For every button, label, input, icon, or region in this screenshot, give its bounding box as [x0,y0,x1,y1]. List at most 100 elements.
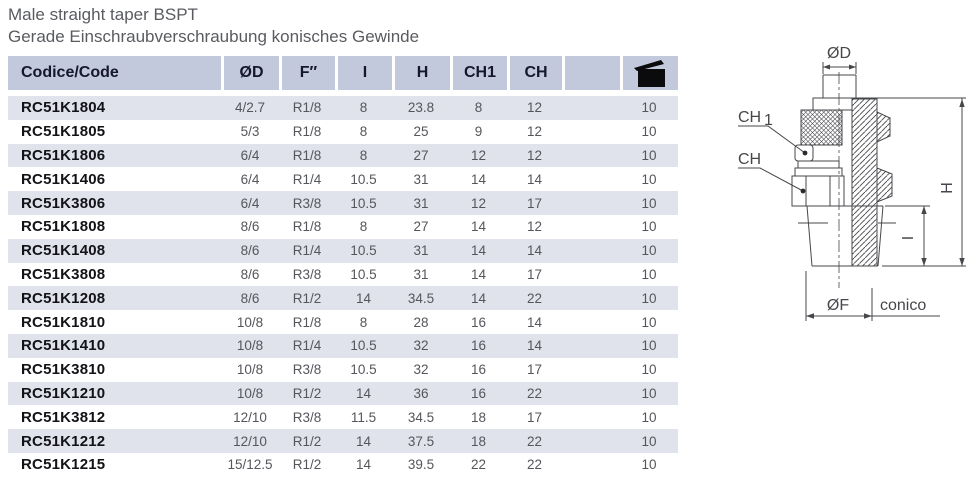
h-cell: 32 [413,338,429,354]
table-row: RC51K1810 10/8 R1/8 8 28 16 14 10 [8,310,678,334]
h-cell: 31 [413,195,429,211]
i-cell: 8 [359,124,368,140]
thread-cell: R3/8 [292,409,322,425]
leader-lines [738,125,806,192]
dim-label-od: ØD [827,45,851,62]
od-cell: 10/8 [236,338,264,354]
h-cell: 31 [413,171,429,187]
h-cell: 37.5 [407,433,435,449]
od-cell: 10/8 [236,362,264,378]
ch1-leader-dot [802,150,808,156]
spacer-cell [562,144,620,168]
thread-cell: R1/8 [292,100,322,116]
i-cell: 10.5 [350,362,377,378]
package-qty-cell: 10 [641,385,657,401]
spacer-cell [562,358,620,382]
thread-cell: R1/2 [292,433,322,449]
i-cell: 10.5 [350,266,377,282]
od-cell: 5/3 [240,124,260,140]
ch1-cell: 8 [474,100,483,116]
spacer-cell [562,96,620,120]
package-qty-cell: 10 [641,147,657,163]
thread-cell: R1/4 [292,171,322,187]
ch1-cell: 18 [470,433,487,449]
page-subtitle: Gerade Einschraubverschraubung konisches… [8,27,420,46]
ch1-cell: 14 [470,290,487,306]
spacer-cell [562,167,620,191]
ch-cell: 12 [526,124,543,140]
dim-label-conico: conico [880,297,926,314]
spacer-cell [562,429,620,453]
spacer-cell [562,334,620,358]
h-cell: 34.5 [407,409,435,425]
package-qty-cell: 10 [641,433,657,449]
ch-cell: 14 [526,314,543,330]
h-cell: 23.8 [407,100,435,116]
od-cell: 6/4 [240,195,260,211]
product-code-cell: RC51K1210 [21,384,106,402]
od-cell: 8/6 [240,219,260,235]
thread-cell: R3/8 [292,266,322,282]
ch-cell: 12 [526,147,543,163]
h-cell: 27 [413,219,429,235]
package-qty-cell: 10 [641,219,657,235]
od-cell: 8/6 [240,266,260,282]
i-cell: 8 [359,314,368,330]
i-cell: 14 [355,433,372,449]
i-cell: 10.5 [350,171,377,187]
dimension-arrows [806,64,965,319]
ch-cell: 14 [526,243,543,259]
product-code-cell: RC51K3806 [21,194,106,212]
i-cell: 8 [359,219,368,235]
dim-label-ch: CH [738,151,761,168]
col-header-h: H [392,56,450,90]
table-header-row: Codice/Code ØD F″ I H CH1 CH [8,56,678,90]
ch-cell: 17 [526,362,543,378]
i-cell: 11.5 [350,409,377,425]
table-row: RC51K1408 8/6 R1/4 10.5 31 14 14 10 [8,238,678,263]
thread-cell: R3/8 [292,362,322,378]
col-header-spacer [562,56,620,90]
thread-cell: R3/8 [292,195,322,211]
dim-label-i: I [900,236,917,240]
col-header-code: Codice/Code [21,64,119,81]
package-qty-cell: 10 [641,409,657,425]
ch-cell: 14 [526,338,543,354]
product-code-cell: RC51K1808 [21,218,106,236]
od-cell: 8/6 [240,243,260,259]
spacer-cell [562,215,620,239]
product-code-cell: RC51K3810 [21,361,106,379]
table-row: RC51K1212 12/10 R1/2 14 37.5 18 22 10 [8,429,678,453]
i-cell: 10.5 [350,243,377,259]
ch1-cell: 16 [470,314,487,330]
product-code-cell: RC51K1806 [21,146,106,164]
spacer-cell [562,239,620,263]
ch-cell: 22 [526,433,543,449]
dim-label-ch1: CH [738,109,761,126]
ch1-cell: 16 [470,338,487,354]
dim-label-h: H [939,182,956,194]
table-row: RC51K3806 6/4 R3/8 10.5 31 12 17 10 [8,191,678,215]
ch1-cell: 14 [470,171,487,187]
h-cell: 34.5 [407,290,435,306]
ch1-cell: 9 [474,124,483,140]
package-qty-cell: 10 [641,314,657,330]
spacer-cell [562,191,620,215]
h-cell: 36 [413,385,429,401]
od-cell: 6/4 [240,147,260,163]
ch-cell: 22 [526,457,543,473]
ch-cell: 17 [526,266,543,282]
table-row: RC51K1215 15/12.5 R1/2 14 39.5 22 22 10 [8,453,678,477]
spacer-cell [562,310,620,334]
package-qty-cell: 10 [641,457,657,473]
package-qty-cell: 10 [641,124,657,140]
package-qty-cell: 10 [641,362,657,378]
package-qty-cell: 10 [641,100,657,116]
thread-cell: R1/2 [292,385,322,401]
package-icon [633,60,665,87]
table-row: RC51K1208 8/6 R1/2 14 34.5 14 22 10 [8,286,678,311]
ch1-cell: 22 [470,457,487,473]
table-row: RC51K1210 10/8 R1/2 14 36 16 22 10 [8,381,678,406]
ch-cell: 22 [526,385,543,401]
col-header-ch: CH [507,56,562,90]
